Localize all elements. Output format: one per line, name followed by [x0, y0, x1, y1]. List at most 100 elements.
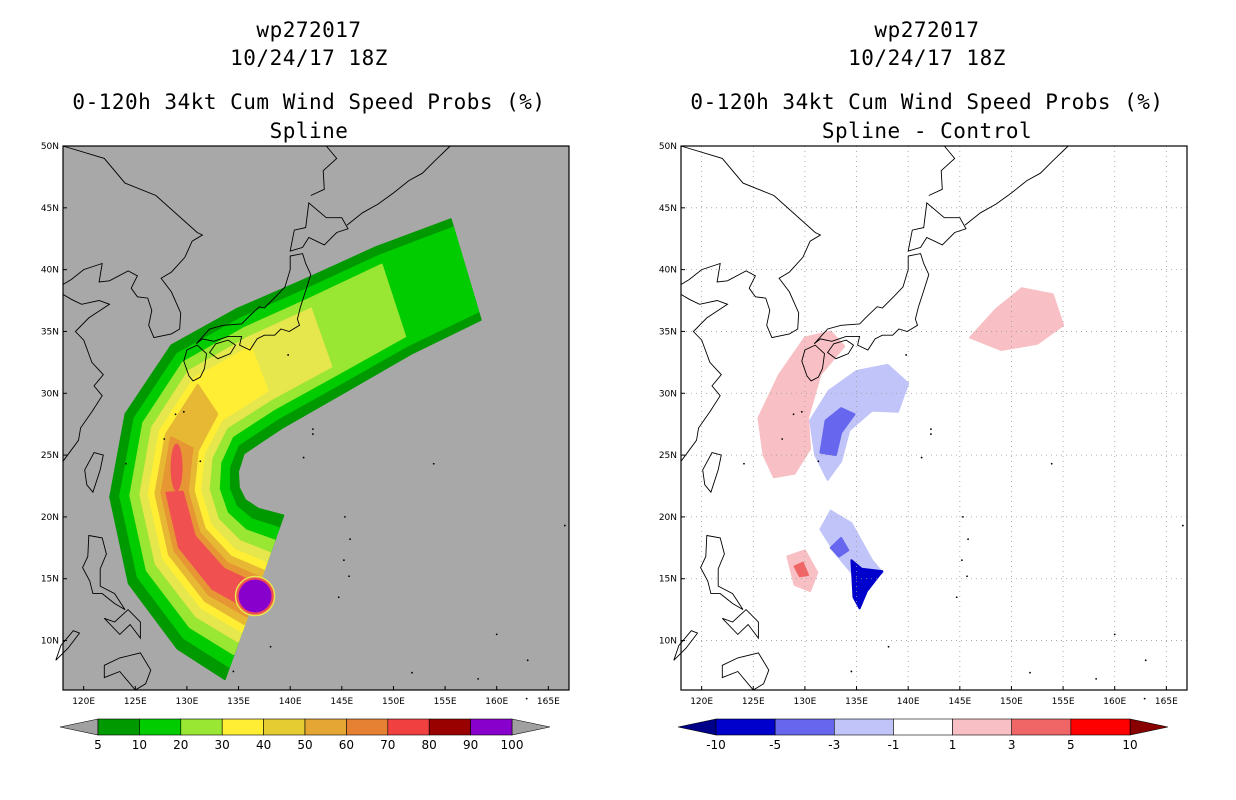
colorbar-label: 50 — [297, 738, 312, 752]
x-tick-label: 135E — [845, 697, 868, 707]
island-21 — [174, 413, 177, 416]
colorbar-label: 100 — [501, 738, 524, 752]
island-8 — [344, 516, 346, 518]
colorbar-swatch — [428, 718, 471, 736]
colorbar-swatch — [221, 718, 264, 736]
y-tick-label: 50N — [659, 142, 677, 152]
axes: 120E 125E 130E 135E 140E 145E 150E 155E 160E 165E… — [659, 142, 1188, 707]
coast-honshu — [813, 253, 930, 351]
plot-frame — [680, 145, 1188, 691]
colorbar-label: 70 — [380, 738, 395, 752]
island-17 — [1144, 659, 1147, 662]
colorbar-swatch — [1011, 718, 1072, 736]
colorbar-label: 1 — [949, 738, 957, 752]
anomaly-neg-south-core — [850, 559, 884, 610]
island-22 — [182, 410, 185, 413]
colorbar-label: 30 — [215, 738, 230, 752]
island-0 — [199, 460, 202, 463]
colorbar-swatch — [387, 718, 430, 736]
island-17 — [526, 659, 529, 662]
x-tick-label: 155E — [434, 697, 457, 707]
island-13 — [1095, 677, 1098, 680]
coast-honshu — [195, 253, 312, 351]
x-tick-label: 160E — [485, 697, 508, 707]
x-tick-label: 130E — [175, 697, 198, 707]
colorbar-label: 3 — [1008, 738, 1016, 752]
island-12 — [1029, 671, 1031, 674]
island-21 — [792, 413, 795, 416]
island-22 — [800, 410, 803, 413]
island-1 — [287, 354, 290, 356]
coast-taiwan — [84, 452, 104, 494]
colorbar-label: 5 — [94, 738, 102, 752]
right-storm-id: wp272017 — [874, 18, 980, 42]
colorbar-max-arrow — [1129, 718, 1169, 736]
right-panel: wp272017 10/24/17 18Z 0-120h 34kt Cum Wi… — [618, 0, 1236, 800]
island-15 — [563, 524, 566, 527]
x-tick-label: 145E — [330, 697, 353, 707]
colorbar-label: 80 — [422, 738, 437, 752]
colorbar-label: -1 — [887, 738, 899, 752]
y-tick-label: 45N — [659, 204, 677, 214]
island-12 — [411, 671, 413, 674]
y-tick-label: 25N — [659, 451, 677, 461]
colorbar-swatch — [304, 718, 347, 736]
y-tick-label: 45N — [41, 204, 59, 214]
coast-mindanao — [721, 652, 770, 691]
colorbar-swatch — [180, 718, 223, 736]
coast-kyushu — [801, 344, 825, 382]
colorbar-label: -3 — [828, 738, 840, 752]
x-tick-label: 135E — [227, 697, 250, 707]
coast-shikoku — [826, 339, 855, 360]
x-tick-label: 165E — [1155, 697, 1178, 707]
y-tick-label: 40N — [41, 266, 59, 276]
colorbar-label: 5 — [1067, 738, 1075, 752]
x-tick-label: 120E — [690, 697, 713, 707]
island-5 — [348, 575, 350, 578]
island-7 — [337, 596, 340, 599]
y-tick-label: 50N — [41, 142, 59, 152]
colorbar-min-arrow — [677, 718, 717, 736]
coast-asia — [62, 145, 204, 339]
x-tick-label: 140E — [897, 697, 920, 707]
axes: 120E 125E 130E 135E 140E 145E 150E 155E 160E 165E… — [41, 142, 570, 707]
x-tick-label: 145E — [948, 697, 971, 707]
right-heading: 0-120h 34kt Cum Wind Speed Probs (%) — [690, 90, 1164, 114]
island-8 — [962, 516, 964, 518]
coast-luzon — [700, 534, 744, 610]
island-16 — [1113, 633, 1116, 636]
colorbar: 5 10 20 30 40 50 60 70 80 90 100 — [59, 718, 551, 752]
difference-field — [757, 287, 1065, 610]
probability-swath — [109, 218, 482, 681]
island-10 — [232, 670, 235, 673]
colorbar-label: 10 — [1122, 738, 1137, 752]
island-19 — [743, 462, 745, 465]
left-storm-id: wp272017 — [256, 18, 362, 42]
colorbar-swatch — [139, 718, 182, 736]
island-4 — [302, 456, 305, 459]
right-date: 10/24/17 18Z — [848, 46, 1006, 70]
anomaly-pos-northeast — [969, 287, 1065, 351]
coast-mindanao — [103, 652, 152, 691]
x-tick-label: 120E — [72, 697, 95, 707]
island-14 — [1143, 697, 1146, 700]
map-background — [681, 146, 1187, 690]
colorbar-swatch — [715, 718, 776, 736]
x-tick-label: 130E — [793, 697, 816, 707]
colorbar-min-arrow — [59, 718, 99, 736]
left-heading: 0-120h 34kt Cum Wind Speed Probs (%) — [72, 90, 546, 114]
left-date: 10/24/17 18Z — [230, 46, 388, 70]
y-tick-label: 20N — [41, 513, 59, 523]
colorbar-label: -10 — [706, 738, 726, 752]
island-10 — [850, 670, 853, 673]
colorbar-swatch — [97, 718, 140, 736]
y-tick-label: 25N — [41, 451, 59, 461]
x-tick-label: 150E — [1000, 697, 1023, 707]
colorbar: -10 -5 -3 -1 1 3 5 10 — [677, 718, 1169, 752]
coast-palawan — [673, 630, 699, 661]
coast-hokkaido — [907, 202, 967, 252]
island-9 — [1050, 462, 1053, 465]
y-tick-label: 10N — [41, 637, 59, 647]
colorbar-label: -5 — [769, 738, 781, 752]
anomaly-neg-south-mid — [829, 536, 850, 558]
